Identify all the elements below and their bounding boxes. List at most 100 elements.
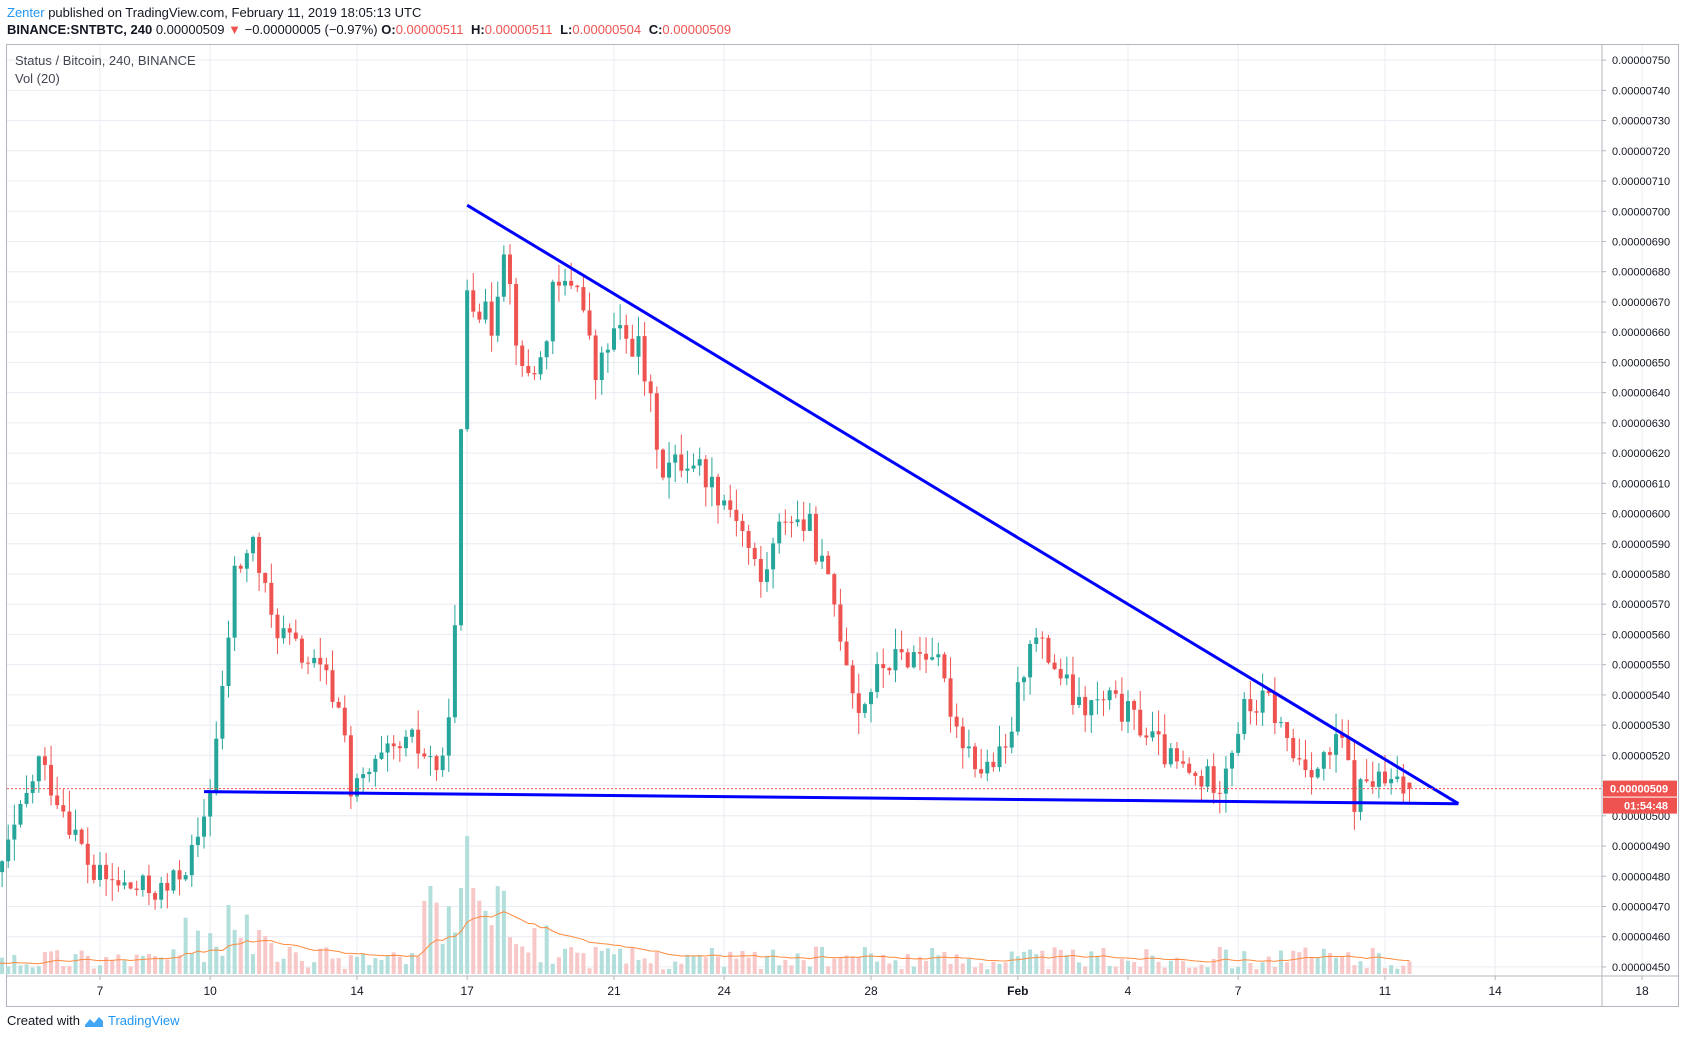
volume-bar (287, 946, 292, 974)
candle-body (477, 311, 482, 320)
price-tick-label: 0.00000450 (1612, 962, 1670, 974)
volume-bar (1168, 960, 1173, 974)
volume-bar (838, 956, 843, 974)
volume-bar (1083, 966, 1088, 974)
candle-body (1089, 700, 1094, 716)
candle-body (575, 285, 580, 288)
candle-body (318, 657, 323, 665)
symbol-line: BINANCE:SNTBTC, 240 0.00000509 ▼ −0.0000… (7, 22, 735, 37)
candle-body (465, 290, 470, 430)
volume-bar (195, 930, 200, 974)
candle-body (697, 459, 702, 466)
volume-bar (709, 947, 714, 974)
volume-bar (1156, 961, 1161, 974)
volume-bar (740, 950, 745, 974)
volume-bar (55, 950, 60, 974)
chart-legend-title: Status / Bitcoin, 240, BINANCE (15, 53, 196, 68)
published-text: published on TradingView.com, February 1… (48, 5, 422, 20)
candle-body (642, 336, 647, 382)
price-tick-label: 0.00000730 (1612, 116, 1670, 128)
candle-body (881, 664, 886, 669)
candle-body (667, 462, 672, 478)
volume-bar (1364, 968, 1369, 974)
volume-bar (1187, 967, 1192, 974)
volume-bar (936, 955, 941, 974)
volume-bar (1052, 947, 1057, 974)
candle-body (18, 803, 23, 825)
candle-body (348, 735, 353, 797)
candle-body (1058, 669, 1063, 679)
trendline-descending-resistance (466, 203, 1460, 805)
volume-bar (1205, 967, 1210, 974)
price-tick-label: 0.00000530 (1612, 720, 1670, 732)
volume-bar (477, 900, 482, 974)
volume-bar (116, 954, 121, 974)
price-tick-label: 0.00000690 (1612, 236, 1670, 248)
candle-body (869, 692, 873, 705)
countdown-label: 01:54:48 (1624, 801, 1668, 813)
candle-body (1132, 701, 1137, 710)
candle-body (1095, 699, 1100, 701)
candle-body (1376, 771, 1381, 787)
volume-bar (911, 966, 916, 974)
volume-bar (24, 964, 29, 974)
candle-body (654, 393, 659, 450)
candle-body (373, 758, 378, 772)
candle-body (612, 328, 616, 350)
volume-bar (214, 946, 219, 974)
volume-bar (1174, 957, 1179, 974)
candle-body (440, 755, 445, 771)
candle-body (960, 726, 965, 749)
volume-bar (91, 968, 96, 974)
volume-bar (1144, 949, 1149, 974)
candle-body (1168, 748, 1173, 765)
candle-body (807, 513, 812, 531)
price-tick-label: 0.00000550 (1612, 660, 1670, 672)
candle-body (293, 632, 298, 639)
candle-body (1126, 701, 1130, 722)
candle-body (428, 756, 433, 758)
candle-body (397, 746, 402, 749)
volume-bar (1248, 963, 1253, 974)
low-label: L: (560, 22, 573, 37)
candle-body (954, 716, 959, 727)
volume-bar (1230, 968, 1235, 974)
author-link[interactable]: Zenter (7, 5, 45, 20)
candle-body (563, 280, 568, 286)
volume-legend: Vol (20) (15, 71, 60, 86)
candle-body (838, 604, 843, 642)
candle-body (263, 572, 268, 583)
candle-body (1223, 768, 1228, 794)
volume-bar (856, 957, 861, 974)
time-tick-label: Feb (1007, 984, 1028, 998)
volume-bar (110, 960, 115, 974)
volume-bar (153, 956, 158, 974)
volume-bar (599, 950, 604, 974)
volume-bar (648, 963, 653, 974)
volume-bar (1407, 961, 1412, 974)
candle-body (1272, 692, 1277, 724)
volume-bar (660, 969, 665, 974)
candle-body (599, 352, 604, 380)
volume-bar (685, 954, 690, 974)
volume-bar (624, 963, 629, 974)
time-tick-label: 21 (607, 984, 621, 998)
tradingview-brand-link[interactable]: TradingView (107, 1013, 180, 1028)
candle-body (936, 654, 941, 658)
close-label: C: (648, 22, 663, 37)
volume-bar (1211, 958, 1216, 974)
candle-body (1174, 748, 1179, 762)
price-tick-label: 0.00000710 (1612, 176, 1670, 188)
volume-bar (1223, 949, 1228, 974)
candle-body (752, 547, 757, 560)
volume-bar (618, 948, 623, 974)
candle-body (1291, 737, 1296, 759)
candle-body (1309, 770, 1314, 778)
candle-body (581, 287, 586, 311)
candle-body (722, 500, 727, 506)
price-tick-label: 0.00000580 (1612, 569, 1670, 581)
volume-bar (1370, 947, 1375, 974)
candle-body (593, 335, 598, 380)
volume-bar (924, 960, 929, 974)
